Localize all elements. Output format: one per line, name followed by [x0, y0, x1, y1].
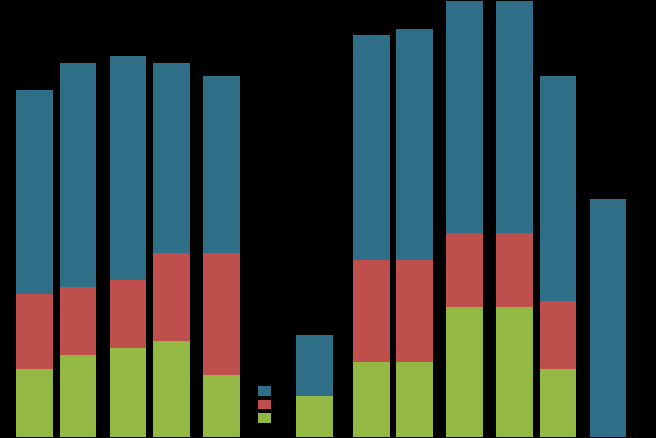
Bar: [110, 348, 146, 437]
Bar: [203, 76, 239, 253]
Bar: [497, 307, 533, 437]
Bar: [153, 253, 190, 341]
Bar: [60, 63, 96, 287]
Bar: [497, 233, 533, 307]
Bar: [16, 294, 53, 369]
Bar: [153, 63, 190, 253]
Bar: [258, 386, 272, 396]
Bar: [258, 413, 272, 423]
Bar: [446, 233, 483, 307]
Bar: [497, 0, 533, 233]
Bar: [446, 0, 483, 233]
Bar: [590, 198, 626, 437]
Bar: [540, 300, 576, 369]
Bar: [258, 400, 272, 410]
Bar: [396, 362, 433, 437]
Bar: [297, 335, 333, 396]
Bar: [60, 355, 96, 437]
Bar: [16, 90, 53, 294]
Bar: [203, 253, 239, 375]
Bar: [396, 28, 433, 260]
Bar: [353, 260, 390, 362]
Bar: [110, 56, 146, 280]
Bar: [446, 307, 483, 437]
Bar: [203, 375, 239, 437]
Bar: [110, 280, 146, 348]
Bar: [540, 369, 576, 437]
Bar: [297, 396, 333, 437]
Bar: [540, 76, 576, 300]
Bar: [353, 362, 390, 437]
Bar: [60, 287, 96, 355]
Bar: [353, 35, 390, 260]
Bar: [16, 369, 53, 437]
Bar: [153, 341, 190, 437]
Bar: [396, 260, 433, 362]
